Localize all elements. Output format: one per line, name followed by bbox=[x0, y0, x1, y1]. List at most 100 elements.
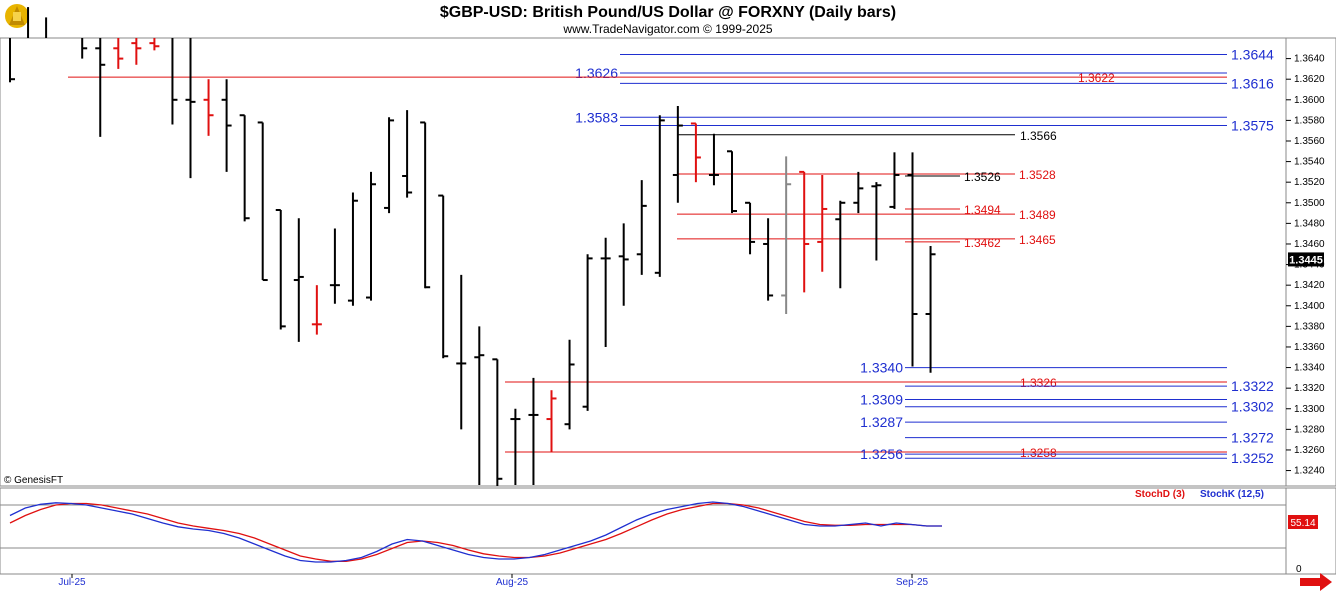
ohlc-bar bbox=[402, 110, 413, 198]
y-tick-label: 1.3640 bbox=[1294, 54, 1325, 65]
stoch-last-label: 55.14 bbox=[1290, 518, 1315, 529]
last-price-marker: 1.3445 bbox=[1288, 252, 1324, 267]
ohlc-bar bbox=[438, 194, 449, 359]
price-level-label: 1.3494 bbox=[964, 203, 1001, 217]
ohlc-bar bbox=[672, 105, 683, 203]
price-level-label: 1.3622 bbox=[1078, 71, 1115, 85]
price-levels: 1.3644 1.3626 1.3622 1.3616 1.3583 1.3575 1.35… bbox=[68, 46, 1274, 466]
ohlc-bar bbox=[329, 228, 340, 304]
scroll-right-icon[interactable] bbox=[1300, 573, 1332, 591]
y-tick-label: 1.3460 bbox=[1294, 239, 1325, 250]
x-axis-label: Sep-25 bbox=[896, 577, 929, 588]
ohlc-bar bbox=[853, 171, 864, 214]
ohlc-bar bbox=[420, 121, 431, 289]
price-level-label: 1.3626 bbox=[575, 65, 618, 81]
ohlc-bar bbox=[907, 152, 918, 367]
y-tick-label: 1.3300 bbox=[1294, 404, 1325, 415]
y-tick-label: 1.3320 bbox=[1294, 383, 1325, 394]
y-tick-label: 1.3620 bbox=[1294, 74, 1325, 85]
y-tick-label: 1.3400 bbox=[1294, 301, 1325, 312]
ohlc-bar bbox=[763, 218, 774, 301]
price-level-label: 1.3616 bbox=[1231, 75, 1274, 91]
price-level-label: 1.3287 bbox=[860, 414, 903, 430]
ohlc-bar bbox=[131, 38, 142, 65]
price-level-label: 1.3489 bbox=[1019, 208, 1056, 222]
ohlc-bar bbox=[456, 274, 467, 430]
ohlc-bar bbox=[727, 150, 737, 214]
ohlc-bar bbox=[81, 38, 88, 59]
ohlc-bar bbox=[257, 121, 268, 282]
x-axis-label: Aug-25 bbox=[496, 577, 529, 588]
y-tick-label: 1.3500 bbox=[1294, 198, 1325, 209]
ohlc-bar bbox=[171, 38, 178, 125]
ohlc-bars bbox=[9, 7, 936, 486]
y-tick-label: 1.3600 bbox=[1294, 95, 1325, 106]
ohlc-bar bbox=[528, 377, 539, 485]
logo-icon bbox=[5, 4, 29, 28]
x-axis-labels: Jul-25 Aug-25 Sep-25 bbox=[58, 574, 929, 588]
stochastic-axis bbox=[1285, 487, 1336, 575]
stoch-k-line bbox=[9, 501, 942, 563]
stoch-d-line bbox=[9, 502, 942, 562]
y-tick-label: 1.3380 bbox=[1294, 321, 1325, 332]
ohlc-bar bbox=[366, 171, 376, 301]
x-axis-label: Jul-25 bbox=[58, 577, 86, 588]
price-level-label: 1.3528 bbox=[1019, 168, 1056, 182]
price-level-label: 1.3326 bbox=[1020, 376, 1057, 390]
ohlc-bar bbox=[636, 180, 647, 275]
ohlc-bar bbox=[384, 117, 395, 214]
stochastic-panel bbox=[0, 487, 1287, 575]
ohlc-bar bbox=[221, 79, 232, 172]
ohlc-bar bbox=[690, 122, 701, 183]
price-level-label: 1.3272 bbox=[1231, 430, 1274, 446]
price-level-label: 1.3302 bbox=[1231, 399, 1274, 415]
ohlc-bar bbox=[239, 114, 250, 222]
stoch-k-legend: StochK (12,5) bbox=[1200, 489, 1264, 500]
chart-title: $GBP-USD: British Pound/US Dollar @ FORX… bbox=[440, 4, 896, 21]
ohlc-bar bbox=[600, 237, 611, 347]
ohlc-bar bbox=[582, 254, 593, 411]
price-level-label: 1.3462 bbox=[964, 236, 1001, 250]
ohlc-bar bbox=[799, 170, 810, 293]
y-tick-label: 1.3540 bbox=[1294, 157, 1325, 168]
ohlc-bar bbox=[203, 79, 214, 136]
ohlc-bar bbox=[817, 174, 828, 272]
ohlc-bar bbox=[474, 326, 485, 485]
price-level-label: 1.3258 bbox=[1020, 446, 1057, 460]
price-level-label: 1.3644 bbox=[1231, 46, 1274, 62]
y-tick-label: 1.3240 bbox=[1294, 466, 1325, 477]
price-panel bbox=[0, 37, 1287, 487]
y-tick-label: 1.3480 bbox=[1294, 218, 1325, 229]
ohlc-bar bbox=[347, 192, 358, 306]
ohlc-bar bbox=[889, 152, 900, 209]
ohlc-bar bbox=[618, 223, 629, 306]
ohlc-bar bbox=[9, 38, 15, 83]
ohlc-bar bbox=[510, 408, 521, 485]
ohlc-bar bbox=[871, 182, 882, 261]
price-level-label: 1.3566 bbox=[1020, 129, 1057, 143]
y-tick-label: 1.3340 bbox=[1294, 363, 1325, 374]
y-tick-label: 1.3360 bbox=[1294, 342, 1325, 353]
ohlc-bar bbox=[708, 133, 719, 186]
price-level-label: 1.3256 bbox=[860, 446, 903, 462]
ohlc-bar bbox=[781, 156, 792, 315]
price-level-label: 1.3575 bbox=[1231, 118, 1274, 134]
stoch-last-marker bbox=[1288, 515, 1318, 529]
ohlc-bar bbox=[113, 38, 124, 69]
stoch-zero-label: 0 bbox=[1296, 564, 1302, 575]
price-level-label: 1.3309 bbox=[860, 391, 903, 407]
y-tick-label: 1.3560 bbox=[1294, 136, 1325, 147]
ohlc-bar bbox=[492, 358, 503, 486]
last-price-label: 1.3445 bbox=[1289, 254, 1323, 266]
y-tick-label: 1.3580 bbox=[1294, 115, 1325, 126]
ohlc-bar bbox=[835, 200, 846, 289]
y-tick-label: 1.3520 bbox=[1294, 177, 1325, 188]
ohlc-bar bbox=[95, 38, 106, 137]
ohlc-bar bbox=[149, 38, 160, 51]
ohlc-bar bbox=[185, 38, 196, 179]
y-tick-label: 1.3260 bbox=[1294, 445, 1325, 456]
stoch-d-legend: StochD (3) bbox=[1135, 489, 1185, 500]
watermark: © GenesisFT bbox=[4, 475, 63, 486]
price-level-label: 1.3252 bbox=[1231, 450, 1274, 466]
price-level-label: 1.3583 bbox=[575, 109, 618, 125]
